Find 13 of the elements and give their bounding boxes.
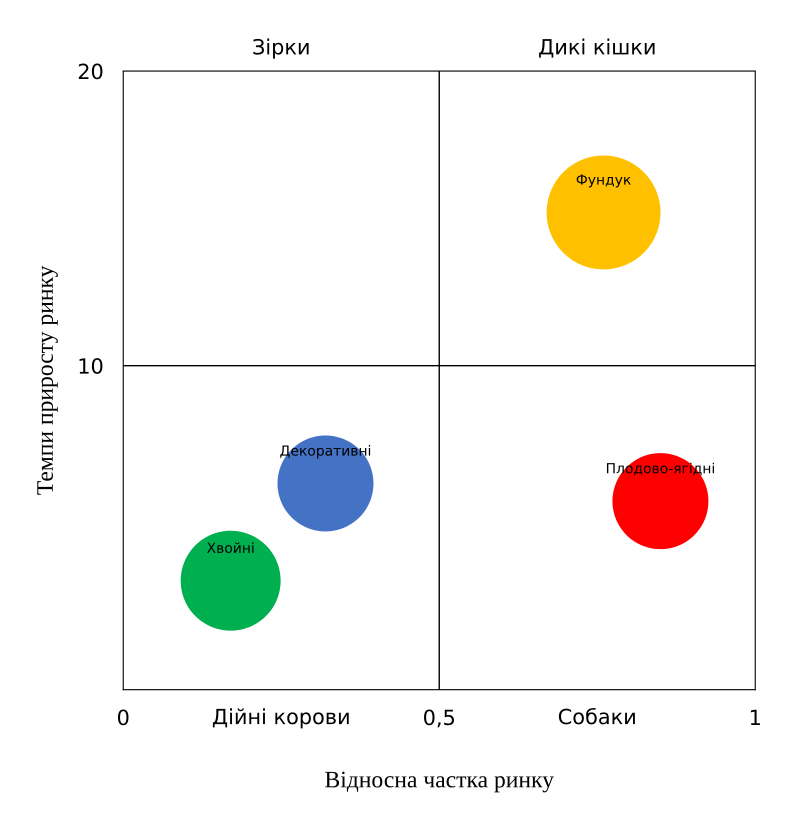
text: Дійні корови — [212, 708, 349, 728]
text: Дикі кішки — [539, 38, 655, 58]
y-axis-title: Темпи приросту ринку — [37, 266, 58, 495]
x-axis-title: Відносна частка ринку — [325, 772, 554, 792]
x-tick-label: 0 — [118, 710, 128, 726]
y-tick-label: 20 — [78, 64, 102, 80]
x-tick-label: 0,5 — [424, 710, 454, 728]
series-label: Фундук — [576, 174, 631, 188]
series-label: Хвойні — [207, 542, 254, 554]
text: Собаки — [558, 708, 635, 724]
text: Зірки — [253, 38, 309, 59]
y-tick-label: 10 — [80, 358, 102, 374]
x-tick-label: 1 — [750, 710, 760, 725]
